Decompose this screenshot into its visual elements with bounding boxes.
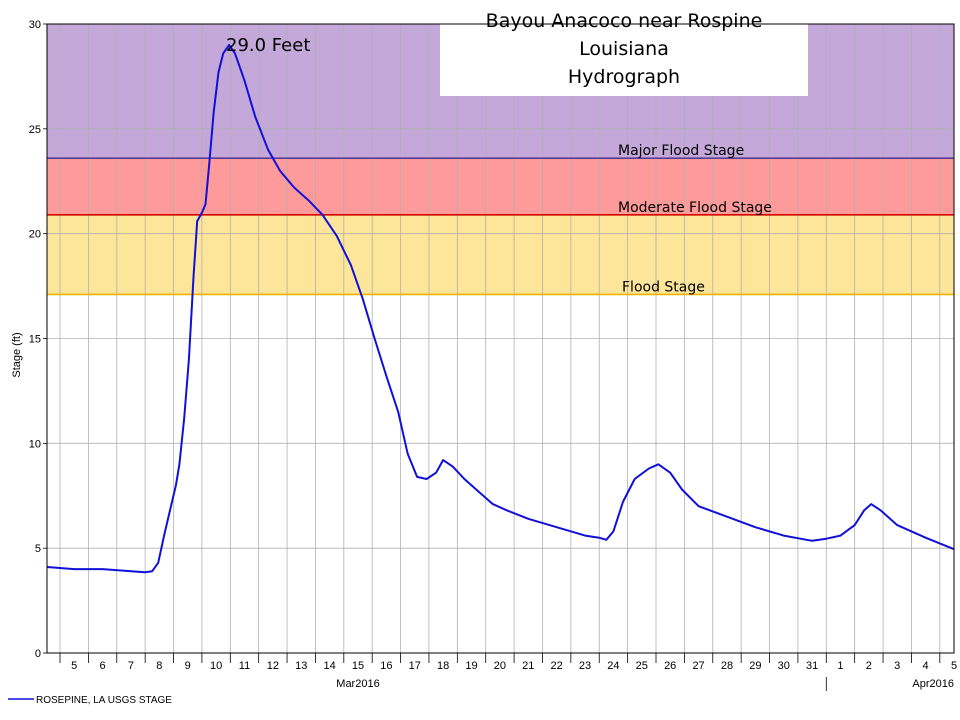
x-tick-label: 15	[352, 660, 364, 672]
x-tick-label: 31	[806, 660, 818, 672]
x-tick-label: 10	[210, 660, 222, 672]
flood-stage-lines	[47, 157, 954, 296]
x-tick-label: 12	[267, 660, 279, 672]
x-tick-label: 28	[721, 660, 733, 672]
x-tick-label: 13	[295, 660, 307, 672]
x-tick-label: 30	[778, 660, 790, 672]
x-tick-label: 24	[607, 660, 619, 672]
y-tick-label: 25	[29, 124, 41, 136]
stage-label-0: Major Flood Stage	[618, 143, 744, 159]
x-tick-label: 9	[185, 660, 191, 672]
x-tick-label: 25	[636, 660, 648, 672]
x-tick-label: 6	[100, 660, 106, 672]
stage-band-2	[47, 214, 954, 295]
stage-band-1	[47, 158, 954, 215]
peak-annotation: 29.0 Feet	[226, 35, 310, 56]
x-tick-label: 14	[323, 660, 335, 672]
y-axis-label: Stage (ft)	[11, 332, 23, 377]
stage-label-1: Moderate Flood Stage	[618, 200, 772, 216]
x-tick-label: 29	[749, 660, 761, 672]
x-tick-label: 7	[128, 660, 134, 672]
chart-title-line-2: Louisiana	[579, 38, 669, 60]
y-tick-label: 10	[29, 438, 41, 450]
x-tick-label: 2	[866, 660, 872, 672]
legend-entry: ROSEPINE, LA USGS STAGE	[36, 695, 172, 706]
x-tick-label: 16	[380, 660, 392, 672]
x-tick-label: 23	[579, 660, 591, 672]
x-tick-label: 27	[692, 660, 704, 672]
x-tick-label: 18	[437, 660, 449, 672]
x-tick-label: 1	[837, 660, 843, 672]
flood-stage-labels: Major Flood Stage Moderate Flood Stage Flo…	[618, 143, 772, 295]
x-tick-label: 26	[664, 660, 676, 672]
y-tick-label: 5	[35, 543, 41, 555]
x-tick-label: 20	[494, 660, 506, 672]
stage-series-line	[46, 44, 955, 574]
x-tick-label: 19	[465, 660, 477, 672]
x-tick-label: 8	[156, 660, 162, 672]
month-label: Apr2016	[912, 678, 954, 690]
chart-title-line-1: Bayou Anacoco near Rospine	[486, 10, 763, 32]
x-tick-label: 17	[409, 660, 421, 672]
x-tick-label: 21	[522, 660, 534, 672]
stage-label-2: Flood Stage	[622, 279, 705, 295]
grid-lines	[47, 23, 954, 654]
month-label: Mar2016	[336, 678, 379, 690]
y-tick-label: 0	[35, 648, 41, 660]
x-axis: 5 6 7 8 9 10 11 12 13 14 15 16 17 18 19 20 21 22 23 24 25 26 2…	[59, 653, 957, 691]
y-axis: 0 5 10 15 20 25 30	[29, 19, 47, 660]
y-tick-label: 20	[29, 229, 41, 241]
x-tick-label: 5	[71, 660, 77, 672]
x-tick-label: 22	[551, 660, 563, 672]
x-tick-label: 4	[923, 660, 929, 672]
y-tick-label: 15	[29, 334, 41, 346]
y-tick-label: 30	[29, 19, 41, 31]
x-tick-label: 11	[239, 660, 250, 672]
x-tick-label: 3	[894, 660, 900, 672]
x-tick-label: 5	[951, 660, 957, 672]
chart-title-line-3: Hydrograph	[568, 66, 680, 88]
title-box	[440, 0, 808, 96]
